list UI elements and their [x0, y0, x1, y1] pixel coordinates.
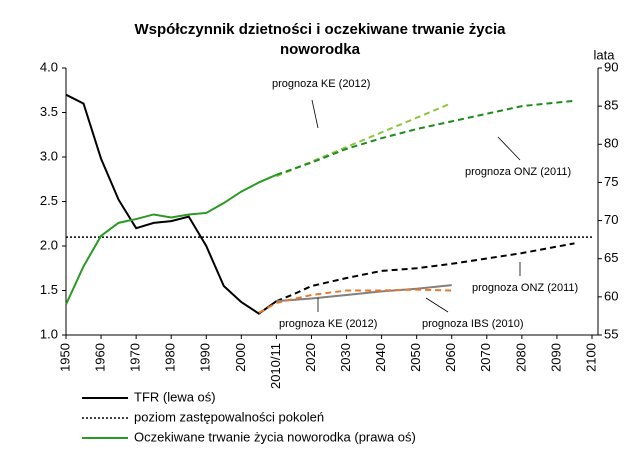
annotation-pointer: [311, 99, 319, 129]
annotation: prognoza KE (2012): [279, 318, 377, 330]
x-tick-label: 2010/11: [268, 343, 283, 389]
y2-tick-label: 85: [604, 98, 618, 113]
legend-label: poziom zastępowalności pokoleń: [134, 409, 324, 424]
annotation-pointer: [497, 136, 521, 161]
y-tick-label: 3.5: [40, 104, 58, 119]
annotation-pointer: [425, 297, 449, 313]
x-tick-label: 1990: [198, 343, 213, 372]
annotation: prognoza IBS (2010): [422, 318, 524, 330]
x-tick-label: 2090: [548, 343, 563, 372]
x-tick-label: 1950: [57, 343, 72, 372]
y2-tick-label: 65: [604, 250, 618, 265]
annotation: prognoza ONZ (2011): [472, 282, 578, 294]
series-line: [65, 93, 277, 315]
series-line: [276, 242, 575, 303]
series-line: [65, 173, 277, 305]
y2-tick-label: 55: [604, 326, 618, 341]
y-tick-label: 2.0: [40, 237, 58, 252]
x-tick-label: 2000: [233, 343, 248, 372]
y-tick-label: 1.0: [40, 326, 58, 341]
x-tick-label: 1960: [93, 343, 108, 372]
x-tick-label: 2020: [303, 343, 318, 372]
y2-tick-label: 80: [604, 136, 618, 151]
y-tick-label: 3.0: [40, 148, 58, 163]
legend-label: Oczekiwane trwanie życia noworodka (praw…: [134, 429, 416, 444]
y2-tick-label: 60: [604, 288, 618, 303]
x-tick-label: 2070: [478, 343, 493, 372]
y-tick-label: 2.5: [40, 193, 58, 208]
y2-tick-label: 75: [604, 174, 618, 189]
x-tick-label: 1970: [128, 343, 143, 372]
x-tick-label: 1980: [163, 343, 178, 372]
series-line: [276, 102, 453, 178]
x-tick-label: 2050: [408, 343, 423, 372]
y2-axis-label: lata: [594, 47, 616, 62]
x-tick-label: 2080: [513, 343, 528, 372]
y2-tick-label: 90: [604, 59, 618, 74]
chart-title: Współczynnik dzietności i oczekiwane trw…: [135, 21, 507, 38]
x-tick-label: 2100: [583, 343, 598, 372]
x-tick-label: 2060: [443, 343, 458, 372]
series-line: [276, 99, 575, 176]
x-tick-label: 2030: [338, 343, 353, 372]
x-tick-label: 2040: [373, 343, 388, 372]
series-line: [258, 288, 452, 314]
y-tick-label: 1.5: [40, 282, 58, 297]
annotation: prognoza KE (2012): [272, 78, 370, 90]
y-tick-label: 4.0: [40, 59, 58, 74]
legend-label: TFR (lewa oś): [134, 389, 216, 404]
y2-tick-label: 70: [604, 212, 618, 227]
annotation: prognoza ONZ (2011): [465, 166, 571, 178]
chart-title: noworodka: [280, 41, 361, 58]
series-line: [276, 284, 452, 303]
